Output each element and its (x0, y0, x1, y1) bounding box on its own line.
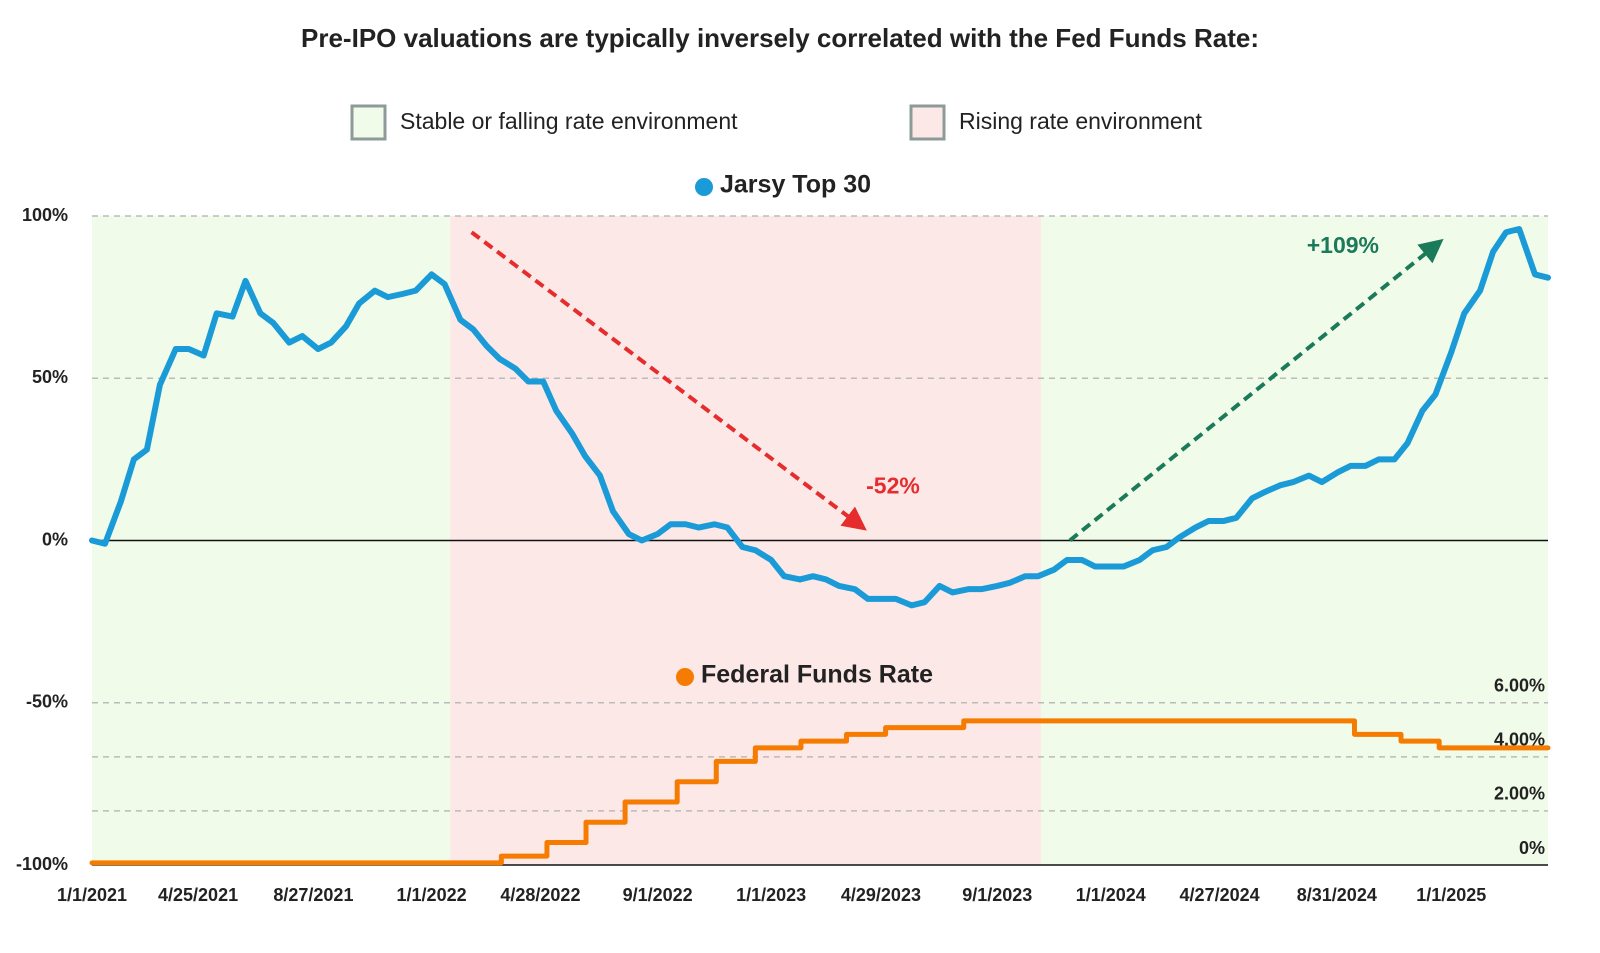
y2-tick-label: 6.00% (1494, 676, 1545, 696)
y2-tick-label: 4.00% (1494, 730, 1545, 750)
legend-swatch (350, 104, 387, 141)
annotation-arrow (470, 230, 867, 531)
y2-tick-label: 2.00% (1494, 784, 1545, 804)
series-label: Jarsy Top 30 (720, 171, 871, 199)
series-line (89, 225, 1551, 609)
x-tick-label: 1/1/2022 (397, 885, 467, 905)
x-tick-label: 8/31/2024 (1297, 885, 1377, 905)
x-tick-label: 1/1/2025 (1416, 885, 1486, 905)
x-tick-label: 4/28/2022 (500, 885, 580, 905)
x-tick-label: 4/25/2021 (158, 885, 238, 905)
x-tick-label: 1/1/2024 (1076, 885, 1146, 905)
y-tick-label: -100% (16, 854, 68, 874)
x-tick-label: 1/1/2023 (736, 885, 806, 905)
series-dot (695, 178, 713, 196)
x-tick-label: 4/27/2024 (1180, 885, 1260, 905)
y-tick-label: 100% (22, 205, 68, 225)
legend-label: Rising rate environment (959, 108, 1203, 134)
x-tick-label: 9/1/2023 (962, 885, 1032, 905)
x-tick-label: 1/1/2021 (57, 885, 127, 905)
y-tick-label: -50% (26, 692, 68, 712)
x-tick-label: 8/27/2021 (273, 885, 353, 905)
y2-tick-label: 0% (1519, 838, 1545, 858)
chart-title: Pre-IPO valuations are typically inverse… (301, 23, 1259, 53)
annotation-label: -52% (866, 473, 920, 499)
x-tick-label: 4/29/2023 (841, 885, 921, 905)
series-dot (676, 668, 694, 686)
y-tick-label: 0% (42, 529, 68, 549)
annotation-label: +109% (1307, 232, 1379, 258)
y-tick-label: 50% (32, 367, 68, 387)
legend-label: Stable or falling rate environment (400, 108, 738, 134)
legend-swatch (909, 104, 946, 141)
x-tick-label: 9/1/2022 (623, 885, 693, 905)
series-line (89, 718, 1551, 866)
series-label: Federal Funds Rate (701, 661, 933, 689)
